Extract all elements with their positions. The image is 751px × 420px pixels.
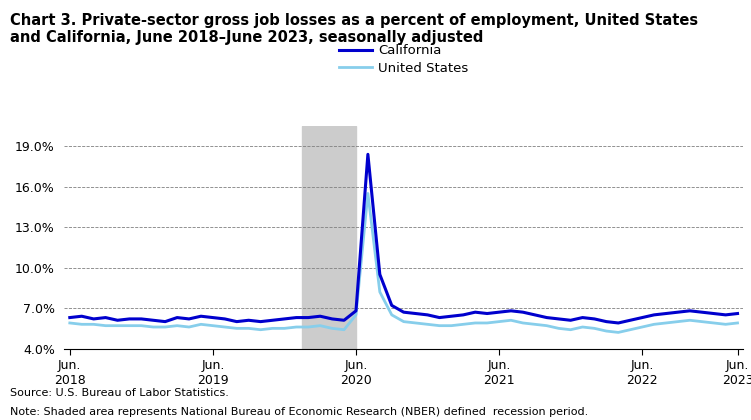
Bar — [303, 126, 356, 349]
Text: Note: Shaded area represents National Bureau of Economic Research (NBER) defined: Note: Shaded area represents National Bu… — [10, 407, 588, 417]
Text: Source: U.S. Bureau of Labor Statistics.: Source: U.S. Bureau of Labor Statistics. — [10, 388, 228, 399]
Legend: California, United States: California, United States — [333, 39, 474, 80]
Text: Chart 3. Private-sector gross job losses as a percent of employment, United Stat: Chart 3. Private-sector gross job losses… — [10, 13, 698, 45]
